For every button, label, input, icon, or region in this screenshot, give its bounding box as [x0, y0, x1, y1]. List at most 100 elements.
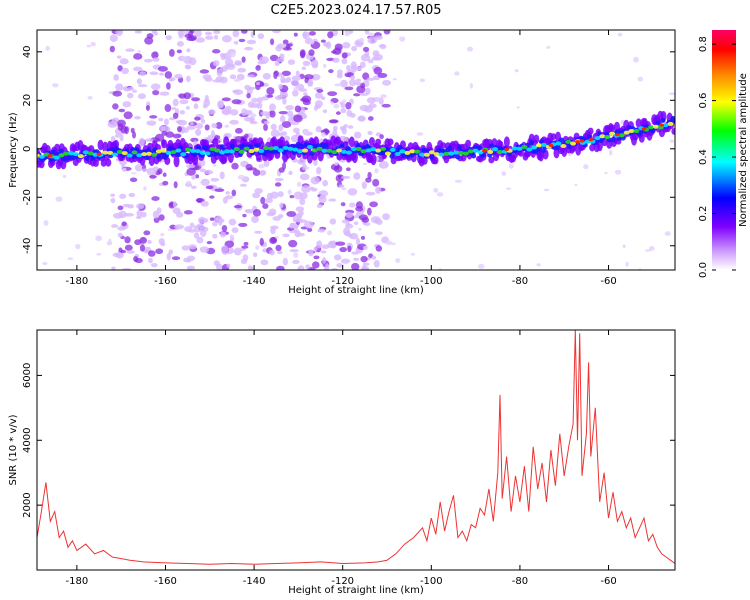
colorbar-gradient: [712, 30, 736, 270]
ridge-core: [370, 147, 377, 152]
noise-blob: [637, 76, 644, 82]
noise-blob: [281, 70, 291, 76]
ridge-core: [146, 151, 153, 156]
noise-blob: [229, 109, 239, 116]
noise-blob: [285, 105, 294, 111]
noise-blob: [156, 207, 162, 214]
ridge-blob: [299, 143, 305, 149]
noise-blob: [135, 216, 142, 220]
noise-blob: [266, 212, 275, 217]
noise-blob: [120, 249, 127, 254]
noise-blob: [546, 45, 551, 49]
ridge-core: [458, 151, 465, 156]
noise-blob: [109, 34, 118, 42]
colorbar: 0.0 0.2 0.4 0.6 0.8 Normalized spectral ampl…: [698, 30, 749, 278]
ridge-core: [438, 152, 445, 157]
noise-blob: [349, 79, 357, 87]
noise-blob: [185, 65, 191, 70]
noise-blob: [134, 30, 143, 34]
noise-blob: [96, 253, 102, 256]
ridge-blob: [528, 140, 534, 146]
noise-blob: [363, 162, 368, 166]
noise-blob: [350, 75, 356, 80]
noise-blob: [295, 70, 300, 77]
noise-blob: [224, 124, 230, 128]
snr-y-ticks: 2000 4000 6000: [22, 363, 675, 518]
ridge-blob: [566, 143, 572, 149]
noise-blob: [90, 41, 96, 47]
noise-blob: [194, 30, 202, 38]
noise-blob: [133, 53, 143, 60]
noise-blob: [191, 97, 201, 102]
noise-blob: [110, 136, 116, 142]
ridge-core: [131, 150, 138, 155]
noise-blob: [297, 158, 306, 165]
ridge-blob: [389, 153, 395, 159]
ridge-blob: [465, 139, 472, 148]
noise-blob: [114, 133, 121, 138]
noise-blob: [231, 189, 237, 197]
noise-blob: [299, 173, 310, 181]
noise-blob: [371, 56, 381, 61]
ridge-core: [248, 149, 255, 154]
ridge-blob: [100, 159, 107, 167]
noise-blob: [145, 138, 154, 142]
noise-blob: [275, 235, 279, 239]
noise-blob: [295, 212, 303, 218]
noise-blob: [313, 159, 318, 166]
noise-blob: [211, 123, 218, 129]
noise-blob: [247, 74, 255, 78]
ridge-blob: [554, 145, 560, 151]
noise-blob: [279, 202, 284, 209]
noise-blob: [355, 237, 360, 246]
noise-blob: [117, 119, 126, 128]
noise-blob: [295, 206, 305, 213]
noise-blob: [150, 263, 158, 268]
noise-blob: [193, 103, 199, 110]
noise-blob: [335, 111, 341, 115]
ridge-core: [209, 146, 216, 151]
noise-blob: [294, 105, 302, 113]
ridge-core: [560, 144, 567, 149]
noise-blob: [266, 192, 274, 200]
noise-blob: [146, 120, 157, 126]
noise-blob: [273, 70, 279, 77]
noise-blob: [186, 265, 196, 270]
noise-blob: [319, 194, 325, 200]
noise-blob: [207, 134, 214, 143]
noise-blob: [244, 46, 254, 51]
noise-blob: [165, 131, 175, 138]
ridge-core: [516, 146, 523, 151]
noise-blob: [120, 125, 128, 134]
noise-blob: [340, 102, 346, 109]
noise-blob: [176, 49, 182, 54]
noise-blob: [241, 245, 249, 249]
noise-blob: [233, 247, 242, 256]
ridge-core: [350, 146, 357, 151]
noise-blob: [160, 232, 165, 237]
noise-blob: [188, 244, 197, 250]
noise-blob: [382, 213, 390, 221]
spectrogram-y-tick-label: 0: [22, 146, 33, 152]
noise-blob: [617, 32, 623, 37]
noise-blob: [119, 193, 127, 199]
snr-y-tick-label: 2000: [22, 492, 33, 517]
ridge-core: [72, 152, 79, 157]
noise-blob: [205, 35, 214, 40]
ridge-core: [185, 147, 192, 152]
noise-blob: [161, 130, 168, 136]
snr-x-tick-label: -100: [420, 576, 443, 587]
noise-blob: [259, 170, 267, 176]
noise-blob: [294, 229, 301, 238]
ridge-blob: [447, 145, 453, 151]
noise-blob: [325, 263, 330, 270]
noise-blob: [327, 91, 338, 97]
ridge-core: [316, 146, 323, 151]
noise-blob: [254, 230, 263, 234]
ridge-blob: [421, 147, 427, 153]
spectrogram-panel: -180 -160 -140 -120 -100 -80 -60 -40 -20 0 20 40 H…: [8, 29, 676, 296]
ridge-blob: [38, 160, 45, 169]
noise-blob: [203, 98, 211, 107]
noise-blob: [278, 124, 284, 132]
noise-blob: [234, 127, 243, 134]
